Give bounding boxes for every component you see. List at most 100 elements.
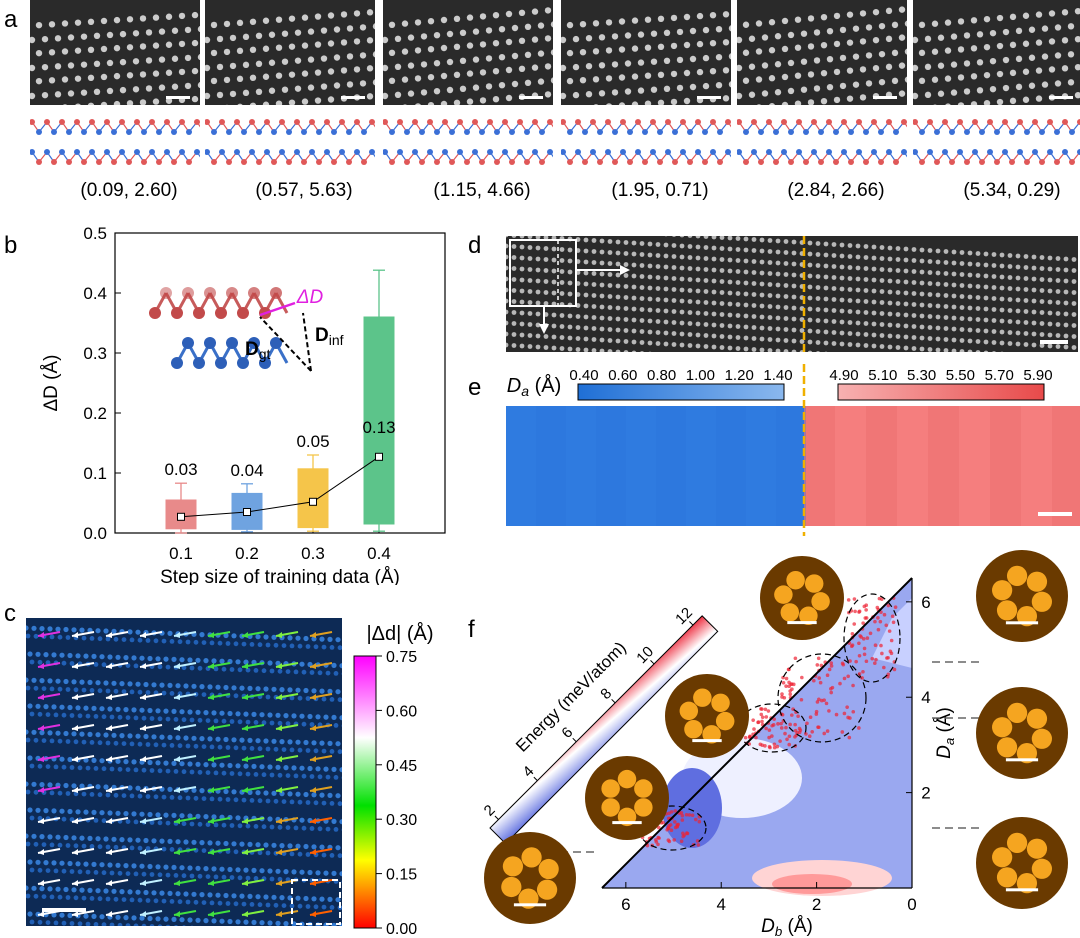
- heatmap-right: [804, 406, 1080, 526]
- data-point: [784, 725, 788, 730]
- data-point: [743, 735, 748, 740]
- colorbar-tick: [572, 737, 577, 743]
- panel-a-structure: [383, 119, 553, 165]
- data-point: [748, 734, 752, 739]
- y-tick-label: 0.3: [83, 344, 107, 363]
- stm-inset: [976, 817, 1068, 909]
- data-point: [814, 712, 819, 716]
- data-point: [842, 711, 847, 716]
- data-point: [656, 835, 661, 840]
- data-point: [790, 713, 794, 717]
- delta-line: [259, 301, 296, 317]
- colorbar-tick-label: 0.40: [569, 367, 598, 384]
- colorbar-tick-label: 1.20: [725, 367, 754, 384]
- data-point: [838, 681, 842, 686]
- diagonal-edge: [601, 577, 913, 889]
- panel-a-coord-label: (2.84, 2.66): [787, 180, 885, 201]
- data-point: [675, 825, 680, 829]
- mean-line: [180, 456, 380, 518]
- data-point: [760, 715, 765, 720]
- inset-box: [509, 239, 577, 307]
- scale-bar: [612, 821, 642, 825]
- stm-inset: [665, 674, 749, 758]
- panel-c-colorbar: |Δd| (Å) 0.75 0.60 0.45 0.30 0.15 0.00: [353, 622, 434, 938]
- data-point: [673, 820, 677, 824]
- panel-d-stm-image: [506, 236, 1078, 352]
- data-point: [815, 700, 820, 704]
- data-point: [862, 646, 867, 651]
- scale-bar: [42, 908, 86, 912]
- data-point: [797, 726, 802, 731]
- panel-a-structure: [737, 119, 907, 165]
- colorbar-tick: [650, 660, 655, 665]
- data-point: [687, 813, 692, 817]
- data-point: [827, 709, 831, 713]
- plot-frame: [114, 232, 446, 534]
- data-point: [862, 604, 867, 609]
- panel-a-stm-image: [737, 0, 907, 105]
- panel-label-d: d: [468, 232, 482, 259]
- panel-c-colorbar-title: |Δd| (Å): [366, 622, 433, 645]
- heatmap-left: [506, 406, 804, 526]
- scale-bar: [513, 903, 547, 907]
- data-point: [764, 715, 769, 719]
- cluster-outline: [777, 653, 867, 743]
- colorbar-tick-label: 0.60: [608, 367, 637, 384]
- data-point: [760, 707, 764, 711]
- data-point: [817, 725, 821, 730]
- data-point: [669, 828, 674, 832]
- data-point: [772, 742, 777, 747]
- data-point: [827, 667, 832, 672]
- panel-label-e: e: [468, 374, 482, 401]
- data-point: [668, 823, 673, 827]
- data-point: [892, 667, 897, 672]
- scale-bar: [1038, 512, 1072, 516]
- data-point: [656, 825, 661, 830]
- data-point: [797, 730, 802, 735]
- stm-inset: [976, 550, 1068, 642]
- data-point: [842, 676, 847, 681]
- data-point: [846, 598, 851, 602]
- x-tick-label: 0.2: [235, 544, 259, 563]
- data-point: [854, 659, 858, 664]
- y-tick-label: 4: [921, 688, 930, 707]
- y-tick-label: 0.1: [83, 464, 107, 483]
- panel-a-coord-label: (0.09, 2.60): [80, 180, 178, 201]
- scale-bar: [1005, 621, 1039, 625]
- data-point: [873, 661, 877, 665]
- x-tick-label: 0: [907, 895, 916, 914]
- panel-a-stm-image: [205, 0, 375, 105]
- inset-dgt-label: Dgt: [245, 339, 271, 362]
- colorbar-tick-label: 0.45: [386, 758, 417, 775]
- data-point: [819, 663, 824, 668]
- data-point: [759, 712, 764, 717]
- colorbar-tick-label: 0.30: [386, 812, 417, 829]
- box-value-label: 0.05: [296, 432, 329, 451]
- data-point: [799, 697, 804, 702]
- data-point: [860, 676, 864, 680]
- data-point: [849, 644, 854, 649]
- data-point: [793, 722, 797, 727]
- data-point: [824, 701, 829, 706]
- mean-marker: [375, 452, 383, 461]
- x-tick-label: 6: [621, 895, 630, 914]
- data-point: [770, 734, 774, 738]
- scale-bar: [1049, 96, 1073, 99]
- box: [363, 316, 395, 525]
- data-point: [695, 839, 700, 843]
- data-point: [848, 659, 852, 663]
- panel-e-chart: Da (Å) 0.40 0.60 0.80 1.00 1.20 1.40 4.90 5.10 5.…: [506, 364, 1080, 536]
- data-point: [760, 719, 764, 724]
- data-point: [764, 726, 768, 731]
- data-point: [884, 623, 889, 628]
- y-tick-label: 0.0: [83, 524, 107, 543]
- data-point: [870, 656, 875, 661]
- data-point: [876, 616, 880, 620]
- data-point: [696, 843, 701, 847]
- data-point: [767, 735, 771, 740]
- data-point: [864, 659, 869, 664]
- data-point: [834, 712, 839, 717]
- data-point: [807, 734, 812, 738]
- data-point: [653, 838, 658, 842]
- data-point: [825, 673, 830, 678]
